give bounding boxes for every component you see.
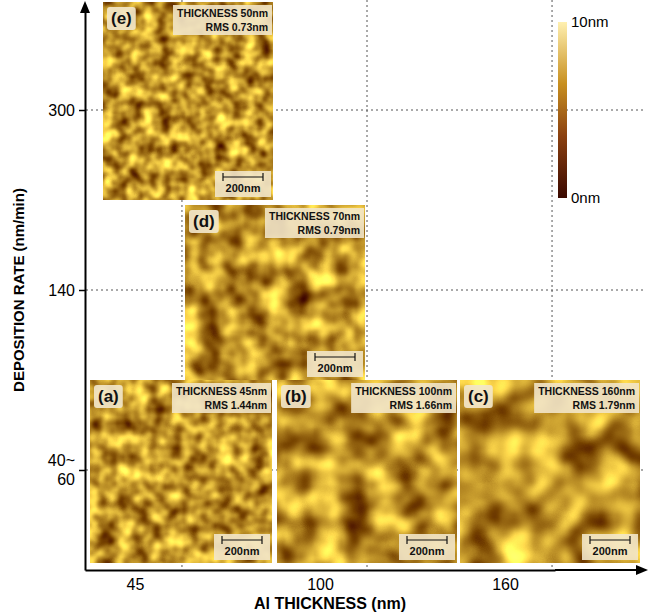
info-box <box>351 383 456 413</box>
afm-image <box>277 380 457 563</box>
scale-bar-label: 200nm <box>225 545 260 557</box>
scale-box <box>215 171 271 197</box>
x-tick: 160 <box>492 570 519 593</box>
y-tick: 140 <box>48 282 85 299</box>
scale-bar-label: 200nm <box>226 182 261 194</box>
grid <box>86 0 645 569</box>
info-box <box>534 383 639 413</box>
y-tick-mark <box>79 470 85 472</box>
scale-bar <box>407 536 447 544</box>
info-box <box>173 5 272 35</box>
x-axis-title: Al THICKNESS (nm) <box>254 595 406 612</box>
scale-box <box>307 351 363 377</box>
panel-letter: (c) <box>468 387 489 406</box>
panel-letter: (d) <box>193 212 215 231</box>
scale-bar-label: 200nm <box>318 362 353 374</box>
x-arrow <box>636 565 648 575</box>
rms-label: RMS 0.79nm <box>298 224 360 236</box>
scale-bar-line <box>315 356 355 357</box>
label-box <box>107 7 136 30</box>
colorbar-axis: 0nm 10nm <box>567 13 609 206</box>
scale-bar-end <box>406 536 407 544</box>
rms-label: RMS 0.73nm <box>206 21 268 33</box>
colorbar-tick-label: 10nm <box>571 13 609 30</box>
colorbar-tick: 0nm <box>567 189 600 206</box>
x-tick-label: 160 <box>492 576 519 593</box>
y-axis: 40~60 140 300 <box>48 11 86 571</box>
y-tick-label: 140 <box>48 282 75 299</box>
thickness-label: THICKNESS 160nm <box>538 385 635 397</box>
scale-bar-label: 200nm <box>410 545 445 557</box>
thickness-label: THICKNESS 100nm <box>355 385 452 397</box>
scale-bar-end <box>589 536 590 544</box>
afm-image <box>90 380 272 563</box>
scale-bar-end <box>221 536 222 544</box>
scale-bar-end <box>354 353 355 361</box>
scale-bar-end <box>262 173 263 181</box>
grid-line-y <box>86 290 645 291</box>
scale-bar-end <box>222 173 223 181</box>
colorbar-tick-label: 0nm <box>571 189 600 206</box>
scale-bar-line <box>590 539 630 540</box>
scale-box <box>399 534 455 560</box>
scale-bar-line <box>223 176 263 177</box>
panel-letter: (b) <box>285 387 307 406</box>
rms-label: RMS 1.79nm <box>573 399 635 411</box>
y-tick: 40~60 <box>48 452 85 487</box>
scale-bar-line <box>407 539 447 540</box>
scale-bar <box>315 353 355 361</box>
thickness-label: THICKNESS 45nm <box>176 385 267 397</box>
colorbar-tick: 10nm <box>567 13 609 30</box>
rms-label: RMS 1.66nm <box>390 399 452 411</box>
scale-bar <box>222 536 262 544</box>
x-tick: 100 <box>307 570 334 593</box>
info-box <box>265 208 364 238</box>
panel-texts: (a) THICKNESS 45nm RMS 1.44nm 200nm (b) THICK… <box>94 5 639 560</box>
colorbar-axis-line <box>567 23 568 199</box>
label-box <box>464 385 493 408</box>
scale-bar <box>590 536 630 544</box>
rms-label: RMS 1.44nm <box>205 399 267 411</box>
x-tick: 45 <box>127 570 145 593</box>
y-tick-mark <box>79 290 85 292</box>
label-box <box>189 210 219 233</box>
scale-bar-label: 200nm <box>593 545 628 557</box>
afm-image <box>103 2 273 200</box>
label-box <box>94 385 123 408</box>
y-tick-label: 300 <box>48 102 75 119</box>
y-tick: 300 <box>48 102 85 119</box>
y-tick-label: 40~60 <box>48 452 75 487</box>
afm-image <box>185 205 365 380</box>
x-axis: 45 100 160 <box>86 570 556 593</box>
panel-letter: (a) <box>98 387 119 406</box>
colorbar <box>558 22 567 198</box>
x-tick-label: 100 <box>307 576 334 593</box>
thickness-label: THICKNESS 50nm <box>177 7 268 19</box>
scale-box <box>582 534 638 560</box>
scale-bar-line <box>222 539 262 540</box>
x-tick-label: 45 <box>127 576 145 593</box>
info-box <box>172 383 271 413</box>
y-axis-title: DEPOSITION RATE (nm/min) <box>10 188 27 392</box>
afm-image <box>460 380 640 563</box>
figure: (a) THICKNESS 45nm RMS 1.44nm 200nm (b) THICK… <box>0 0 651 616</box>
scale-bar-end <box>261 536 262 544</box>
thickness-label: THICKNESS 70nm <box>269 210 360 222</box>
scale-bar-end <box>629 536 630 544</box>
scale-box <box>214 534 270 560</box>
scale-bar-end <box>446 536 447 544</box>
y-arrow <box>80 1 90 13</box>
x-axis-extension <box>555 569 640 571</box>
panels <box>90 2 640 563</box>
panel-letter: (e) <box>111 9 132 28</box>
label-box <box>281 385 311 408</box>
x-axis-line <box>86 570 556 572</box>
scale-bar-end <box>314 353 315 361</box>
scale-bar <box>223 173 263 181</box>
y-tick-mark <box>79 110 85 112</box>
